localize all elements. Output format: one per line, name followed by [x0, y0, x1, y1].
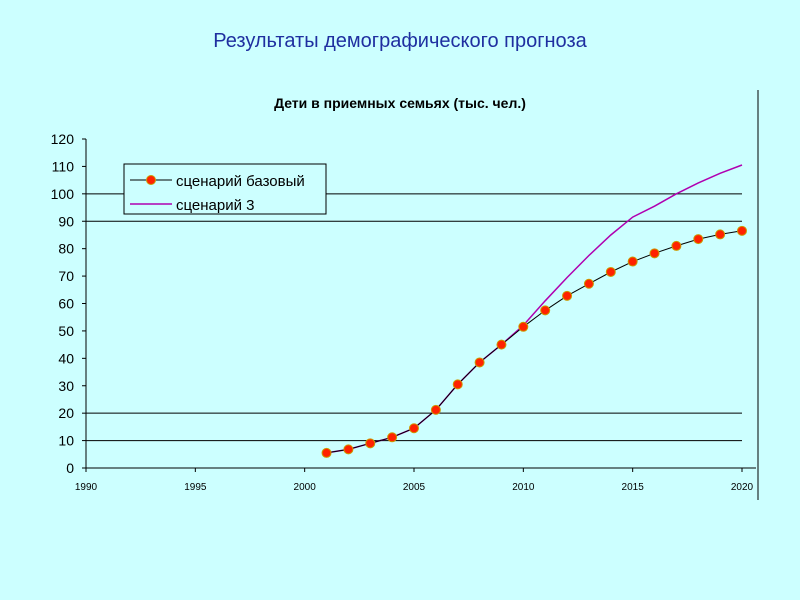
data-point — [693, 234, 704, 245]
data-point — [540, 305, 551, 316]
data-point — [343, 444, 354, 455]
legend-marker-base — [146, 175, 156, 185]
data-point — [474, 357, 485, 368]
data-point — [452, 379, 463, 390]
x-tick-label: 2010 — [512, 482, 535, 493]
series-line-base — [326, 230, 743, 454]
x-tick-label: 2015 — [622, 482, 645, 493]
y-tick-label: 20 — [58, 405, 74, 421]
data-point — [387, 432, 398, 443]
y-tick-label: 60 — [58, 296, 74, 312]
series-line-scenario3 — [326, 164, 743, 454]
x-tick-label: 2000 — [294, 482, 317, 493]
data-point — [409, 423, 419, 434]
y-tick-label: 120 — [51, 131, 75, 147]
y-tick-label: 10 — [58, 433, 74, 449]
y-tick-label: 50 — [58, 323, 74, 339]
chart-title: Дети в приемных семьях (тыс. чел.) — [274, 95, 526, 111]
legend-label-scenario3: сценарий 3 — [176, 197, 255, 214]
data-point — [715, 229, 726, 240]
data-point — [518, 321, 529, 332]
x-tick-label: 2005 — [403, 482, 426, 493]
x-tick-label: 1990 — [75, 482, 98, 493]
y-tick-label: 70 — [58, 268, 74, 284]
data-point — [321, 447, 332, 458]
y-tick-label: 80 — [58, 241, 74, 257]
y-tick-label: 100 — [51, 186, 75, 202]
x-tick-label: 2020 — [731, 482, 754, 493]
y-tick-label: 40 — [58, 350, 74, 366]
data-point — [583, 278, 594, 289]
x-tick-label: 1995 — [184, 482, 207, 493]
legend-label-base: сценарий базовый — [176, 173, 305, 190]
y-tick-label: 30 — [58, 378, 74, 394]
y-tick-label: 0 — [66, 460, 74, 476]
data-point — [737, 225, 747, 236]
slide-title: Результаты демографического прогноза — [213, 30, 587, 52]
y-tick-label: 110 — [52, 158, 75, 174]
data-point — [605, 266, 616, 277]
data-point — [562, 290, 573, 301]
data-point — [496, 339, 507, 350]
data-point — [365, 438, 376, 449]
data-point — [649, 248, 660, 259]
data-point — [430, 404, 441, 415]
legend-box — [123, 163, 327, 215]
data-point — [671, 240, 682, 251]
y-tick-label: 90 — [58, 213, 74, 229]
data-point — [627, 256, 638, 267]
